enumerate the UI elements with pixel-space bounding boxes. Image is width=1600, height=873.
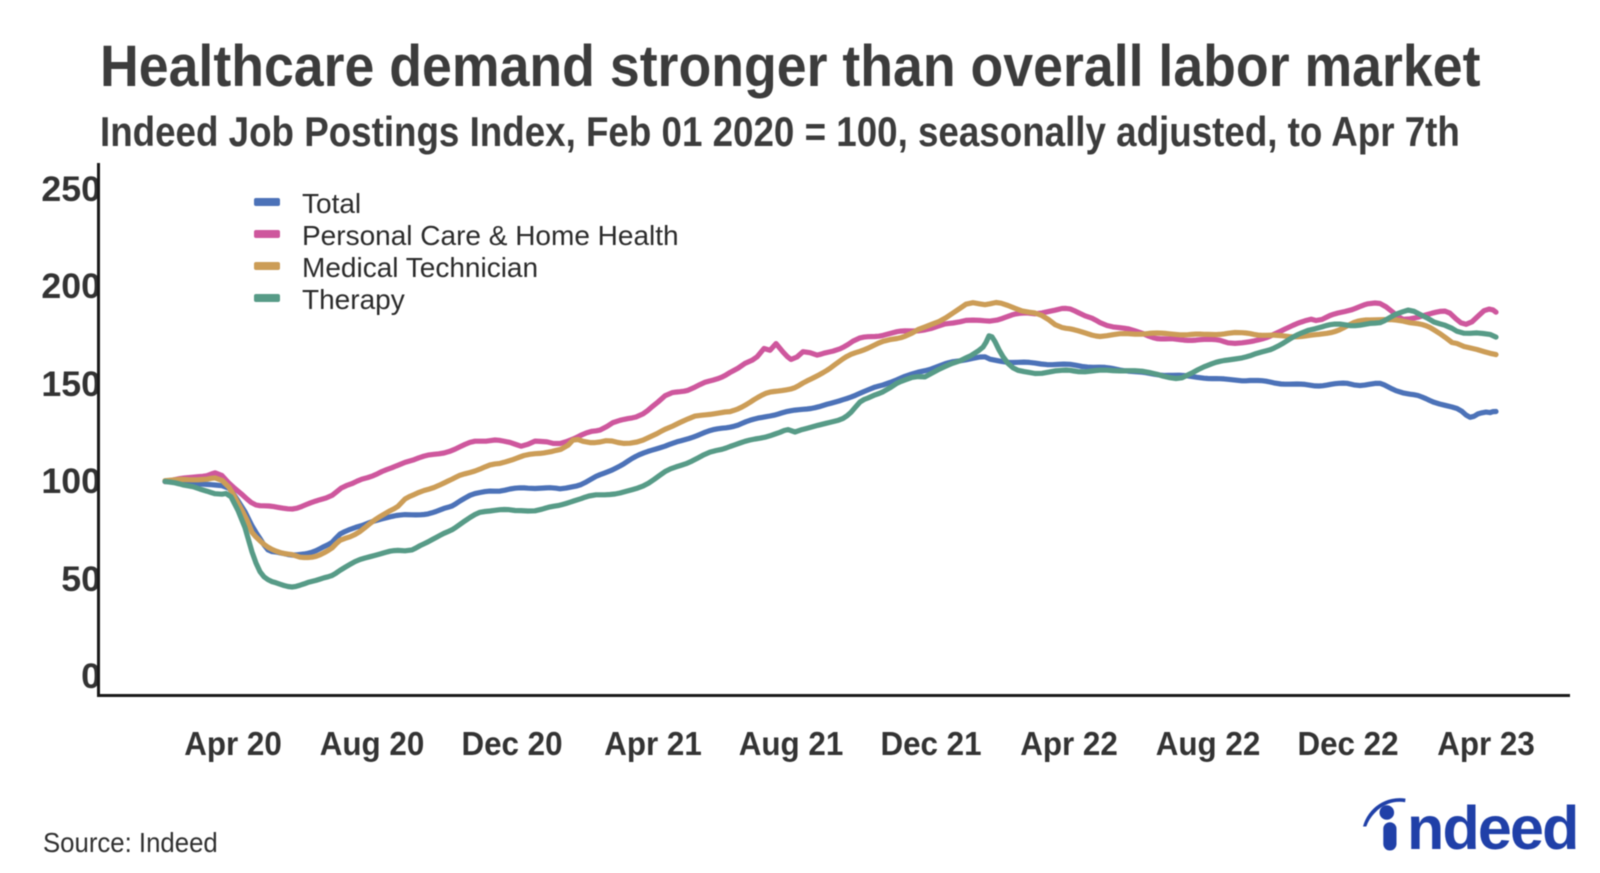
svg-text:ndeed: ndeed [1407,794,1578,862]
